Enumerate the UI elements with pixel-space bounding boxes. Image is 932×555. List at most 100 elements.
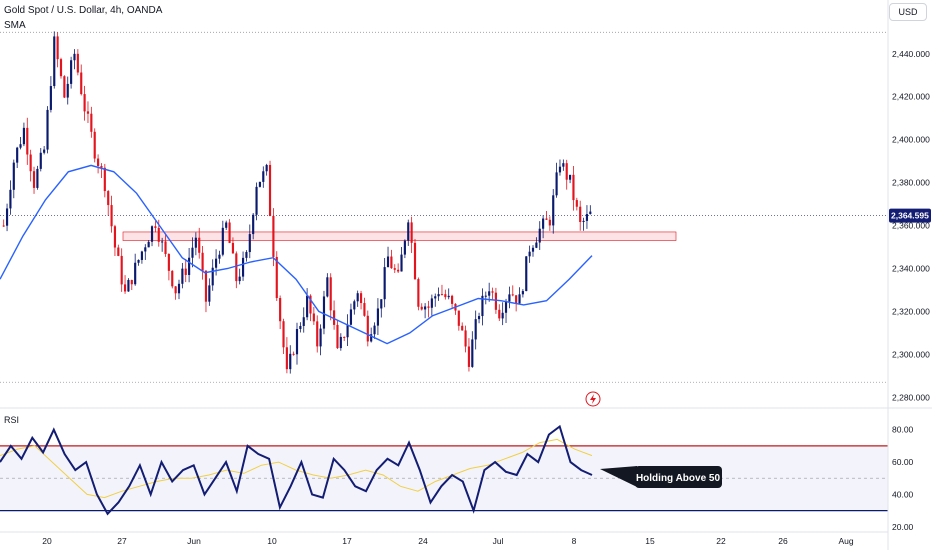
candle-body xyxy=(366,315,369,342)
candle-body xyxy=(204,270,208,302)
candle-body xyxy=(427,306,430,308)
candle-body xyxy=(43,149,46,153)
price-tick-label: 2,280.000 xyxy=(892,392,930,402)
candle-body xyxy=(46,109,49,150)
candle-body xyxy=(120,255,123,285)
candle-body xyxy=(339,336,342,349)
candle-body xyxy=(585,214,589,221)
price-tick-label: 2,340.000 xyxy=(892,263,930,273)
candle-body xyxy=(252,214,255,235)
candle-body xyxy=(211,267,214,286)
candle-body xyxy=(494,292,497,310)
candle-body xyxy=(258,181,261,187)
rsi-pane: Holding Above 50 xyxy=(0,424,888,516)
candle-body xyxy=(5,208,9,226)
candle-body xyxy=(147,241,150,248)
candle-body xyxy=(59,59,63,77)
candle-body xyxy=(582,220,585,223)
candle-body xyxy=(231,242,235,254)
currency-button[interactable]: USD xyxy=(889,3,927,21)
candle-body xyxy=(100,165,103,168)
candle-body xyxy=(302,317,305,326)
candle-body xyxy=(144,247,147,252)
candle-body xyxy=(329,277,332,311)
candle-body xyxy=(241,257,245,277)
candle-body xyxy=(93,131,96,159)
candle-body xyxy=(407,222,410,241)
candle-body xyxy=(117,247,120,256)
candle-body xyxy=(424,306,427,310)
candle-body xyxy=(312,313,315,322)
candle-body xyxy=(198,237,201,253)
candle-body xyxy=(410,222,413,243)
time-tick-label: Aug xyxy=(838,536,853,546)
candle-body xyxy=(194,237,197,248)
candle-body xyxy=(221,227,224,255)
candle-body xyxy=(474,319,477,340)
candle-body xyxy=(555,172,558,196)
candle-body xyxy=(49,86,52,110)
rsi-tick-label: 20.00 xyxy=(892,522,914,532)
candle-body xyxy=(403,240,406,255)
candle-body xyxy=(19,144,22,148)
candle-body xyxy=(134,262,137,285)
candle-body xyxy=(572,174,575,201)
candle-body xyxy=(504,301,508,313)
candle-body xyxy=(319,328,322,347)
indicator-label: SMA xyxy=(4,20,26,31)
time-tick-label: 22 xyxy=(716,536,726,546)
candle-body xyxy=(457,310,460,326)
candle-body xyxy=(535,242,538,248)
candle-body xyxy=(103,167,106,192)
candle-body xyxy=(201,252,204,271)
candle-body xyxy=(161,241,164,243)
candle-body xyxy=(208,285,211,302)
candle-body xyxy=(309,295,312,314)
candle-body xyxy=(12,162,15,190)
candle-body xyxy=(123,284,127,292)
rsi-tick-label: 60.00 xyxy=(892,457,914,467)
price-pane xyxy=(0,31,888,407)
candle-body xyxy=(501,312,504,319)
candle-body xyxy=(386,256,390,268)
candle-body xyxy=(225,222,228,228)
lightning-bolt-shape xyxy=(590,394,596,404)
candle-body xyxy=(262,171,265,182)
candle-body xyxy=(137,259,140,263)
candle-body xyxy=(2,225,5,227)
candle-body xyxy=(184,268,187,275)
candle-body xyxy=(107,191,110,206)
candle-body xyxy=(90,113,93,132)
lightning-bolt-icon xyxy=(585,391,601,407)
candle-body xyxy=(191,247,194,258)
candle-body xyxy=(39,152,42,169)
candle-body xyxy=(528,251,531,257)
candle-body xyxy=(306,295,309,318)
candle-body xyxy=(430,298,433,308)
candle-body xyxy=(353,301,356,310)
candle-body xyxy=(444,294,447,298)
candle-body xyxy=(322,296,326,329)
candle-body xyxy=(511,294,514,296)
candle-body xyxy=(292,353,295,355)
candle-body xyxy=(417,279,420,307)
time-tick-label: 17 xyxy=(342,536,352,546)
candle-body xyxy=(491,291,494,293)
candle-body xyxy=(562,163,565,167)
candle-body xyxy=(400,254,403,272)
candle-body xyxy=(569,174,572,180)
candle-body xyxy=(66,83,69,98)
candle-body xyxy=(113,226,117,248)
candle-body xyxy=(299,325,302,330)
candle-body xyxy=(508,294,511,302)
candle-body xyxy=(531,247,535,252)
time-tick-label: 15 xyxy=(645,536,655,546)
chart-title: Gold Spot / U.S. Dollar, 4h, OANDA xyxy=(4,5,163,16)
candle-body xyxy=(481,295,484,317)
candle-body xyxy=(63,76,66,98)
candle-body xyxy=(471,339,474,367)
candle-body xyxy=(26,127,29,155)
candle-body xyxy=(575,200,578,207)
